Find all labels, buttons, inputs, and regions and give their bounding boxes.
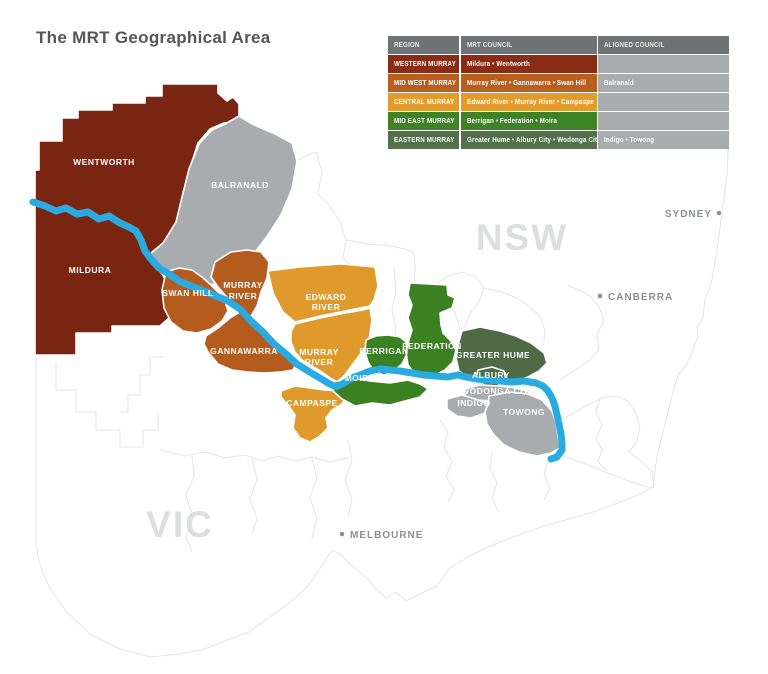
region-labels: WENTWORTH MILDURA BALRANALD SWAN HILL MU…	[69, 157, 545, 417]
legend-row-mideast-council: Berrigan • Federation • Moira	[460, 112, 597, 130]
legend-header-aligned-council: ALIGNED COUNCIL	[598, 36, 729, 54]
label-campaspe: CAMPASPE	[286, 398, 338, 408]
legend-row-eastern-aligned: Indigo • Towong	[598, 131, 729, 149]
label-balranald: BALRANALD	[211, 180, 269, 190]
label-berrigan: BERRIGAN	[359, 346, 408, 356]
label-federation: FEDERATION	[402, 341, 462, 351]
melbourne-dot	[339, 531, 345, 537]
region-federation	[405, 282, 457, 378]
region-edward-river	[267, 263, 379, 323]
legend-row-western-aligned	[598, 55, 729, 73]
murray-river	[29, 198, 566, 463]
region-murray-river-vic	[290, 307, 373, 383]
legend-table: REGION MRT COUNCIL ALIGNED COUNCIL WESTE…	[388, 36, 730, 149]
label-murray-river-vic-line2: RIVER	[305, 357, 333, 367]
legend-row-central-region: CENTRAL MURRAY	[388, 93, 459, 111]
city-label-sydney: SYDNEY	[665, 209, 712, 220]
coastline	[35, 124, 730, 658]
legend-row-central-aligned	[598, 93, 729, 111]
region-murray-river-nsw	[210, 249, 270, 317]
region-berrigan	[364, 334, 408, 376]
legend-row-midwest-council: Murray River • Gannawarra • Swan Hill	[460, 74, 597, 92]
legend-header-region: REGION	[388, 36, 459, 54]
region-campaspe	[280, 385, 348, 443]
label-murray-river-nsw-line2: RIVER	[229, 291, 257, 301]
state-label-vic: VIC	[146, 504, 214, 545]
canberra-dot	[597, 293, 603, 299]
label-murray-river-vic-line1: MURRAY	[299, 347, 339, 357]
region-moira	[332, 377, 429, 407]
label-edward-river-line1: EDWARD	[306, 292, 347, 302]
legend-row-central-council: Edward River • Murray River • Campaspe	[460, 93, 597, 111]
label-gannawarra: GANNAWARRA	[210, 346, 278, 356]
label-towong: TOWONG	[503, 407, 545, 417]
label-indigo: INDIGO	[457, 398, 490, 408]
label-swan-hill: SWAN HILL	[162, 288, 213, 298]
legend-row-midwest-region: MID WEST MURRAY	[388, 74, 459, 92]
city-label-canberra: CANBERRA	[608, 292, 673, 303]
label-albury: ALBURY	[472, 370, 510, 380]
label-greater-hume: GREATER HUME	[456, 350, 530, 360]
mrt-regions	[34, 83, 561, 457]
region-towong	[484, 391, 561, 457]
legend-row-western-region: WESTERN MURRAY	[388, 55, 459, 73]
sydney-dot	[716, 210, 722, 216]
city-label-melbourne: MELBOURNE	[350, 530, 423, 541]
label-wodonga-city: WODONGA CITY	[461, 386, 535, 396]
label-moira: MOIRA	[345, 373, 376, 383]
state-label-nsw: NSW	[476, 217, 568, 258]
legend-row-eastern-region: EASTERN MURRAY	[388, 131, 459, 149]
legend-header-mrt-council: MRT COUNCIL	[460, 36, 597, 54]
label-murray-river-nsw-line1: MURRAY	[223, 280, 263, 290]
page-title: The MRT Geographical Area	[36, 28, 271, 47]
legend-row-midwest-aligned: Balranald	[598, 74, 729, 92]
faint-boundaries	[35, 124, 730, 658]
legend-row-western-council: Mildura • Wentworth	[460, 55, 597, 73]
legend-row-mideast-aligned	[598, 112, 729, 130]
label-edward-river-line2: RIVER	[312, 302, 340, 312]
legend-row-eastern-council: Greater Hume • Albury City • Wodonga Cit…	[460, 131, 597, 149]
legend-row-mideast-region: MID EAST MURRAY	[388, 112, 459, 130]
state-border-southeast	[562, 455, 654, 489]
region-gannawarra	[203, 311, 297, 374]
label-wentworth: WENTWORTH	[73, 157, 135, 167]
label-mildura: MILDURA	[69, 265, 112, 275]
